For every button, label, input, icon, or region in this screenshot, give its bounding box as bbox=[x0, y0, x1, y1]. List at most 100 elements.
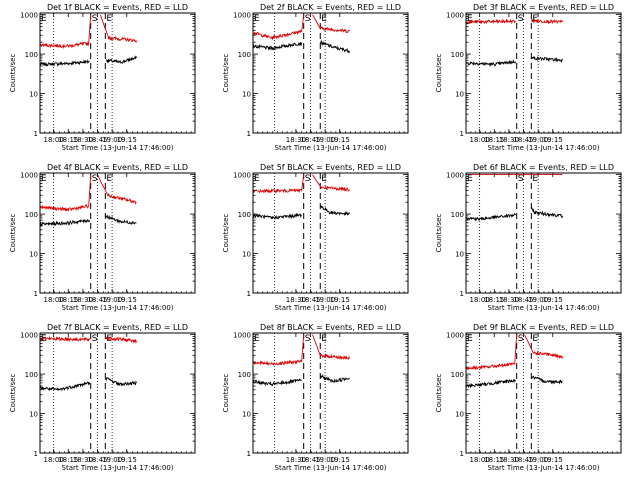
y-tick-label: 1000 bbox=[446, 172, 464, 180]
plot-frame bbox=[252, 12, 409, 134]
x-tick-label: 18:45 bbox=[513, 456, 533, 464]
start-marker-label: S bbox=[305, 334, 311, 344]
y-tick-label: 10 bbox=[455, 91, 464, 99]
x-axis-label: Start Time (13-Jun-14 17:46:00) bbox=[275, 464, 387, 472]
x-tick-label: 19:15 bbox=[117, 136, 137, 144]
x-tick-label: 18:30 bbox=[73, 296, 93, 304]
lld-series bbox=[253, 14, 305, 41]
x-tick-label: 18:45 bbox=[87, 296, 107, 304]
end-marker-label: E bbox=[532, 14, 538, 24]
y-tick-label: 1 bbox=[34, 290, 38, 298]
y-axis-label: Counts/sec bbox=[435, 214, 443, 253]
y-tick-label: 10 bbox=[242, 251, 251, 259]
x-tick-label: 18:45 bbox=[300, 296, 320, 304]
y-tick-label: 1 bbox=[34, 450, 38, 458]
lld-series bbox=[253, 334, 305, 366]
panel-title: Det 7f BLACK = Events, RED = LLD bbox=[47, 323, 188, 332]
y-tick-label: 100 bbox=[25, 51, 38, 59]
events-series bbox=[530, 205, 563, 219]
panel-title: Det 4f BLACK = Events, RED = LLD bbox=[47, 163, 188, 172]
events-series bbox=[105, 376, 137, 387]
x-tick-label: 19:00 bbox=[315, 296, 335, 304]
x-tick-label: 19:00 bbox=[102, 136, 122, 144]
y-tick-label: 1000 bbox=[446, 332, 464, 340]
x-axis-label: Start Time (13-Jun-14 17:46:00) bbox=[275, 304, 387, 312]
panel-title: Det 3f BLACK = Events, RED = LLD bbox=[473, 3, 614, 12]
left-marker-label: E bbox=[467, 334, 473, 344]
y-tick-label: 100 bbox=[451, 51, 464, 59]
x-tick-label: 19:00 bbox=[102, 456, 122, 464]
lld-series bbox=[312, 14, 350, 34]
x-tick-label: 18:45 bbox=[513, 136, 533, 144]
x-tick-label: 19:15 bbox=[330, 456, 350, 464]
plot-frame bbox=[465, 12, 622, 134]
plot-data bbox=[253, 174, 350, 221]
lld-series bbox=[40, 14, 92, 50]
x-tick-label: 18:30 bbox=[499, 136, 519, 144]
plot-data bbox=[40, 174, 137, 227]
x-axis-label: Start Time (13-Jun-14 17:46:00) bbox=[62, 304, 174, 312]
y-tick-label: 1000 bbox=[446, 12, 464, 20]
y-tick-label: 10 bbox=[29, 91, 38, 99]
y-tick-label: 1 bbox=[247, 130, 251, 138]
events-series bbox=[40, 381, 91, 392]
panel-title: Det 6f BLACK = Events, RED = LLD bbox=[473, 163, 614, 172]
events-series bbox=[253, 378, 302, 387]
plot-frame bbox=[39, 172, 196, 294]
end-marker-label: E bbox=[321, 334, 327, 344]
events-series bbox=[105, 55, 137, 64]
y-tick-label: 10 bbox=[455, 411, 464, 419]
plot-data bbox=[40, 335, 137, 392]
plot-data bbox=[466, 18, 563, 67]
y-tick-label: 1000 bbox=[20, 332, 38, 340]
left-marker-label: E bbox=[254, 334, 260, 344]
start-marker-label: S bbox=[518, 14, 524, 24]
x-tick-label: 18:45 bbox=[87, 456, 107, 464]
lld-series bbox=[466, 18, 516, 25]
x-tick-label: 18:30 bbox=[499, 296, 519, 304]
x-axis-label: Start Time (13-Jun-14 17:46:00) bbox=[488, 304, 600, 312]
x-tick-label: 19:00 bbox=[528, 296, 548, 304]
x-tick-label: 19:00 bbox=[528, 456, 548, 464]
x-axis-label: Start Time (13-Jun-14 17:46:00) bbox=[275, 144, 387, 152]
lld-series bbox=[40, 335, 91, 343]
left-marker-label: E bbox=[41, 334, 47, 344]
plot-data bbox=[40, 14, 137, 67]
events-series bbox=[105, 214, 137, 225]
plot-frame bbox=[252, 332, 409, 454]
x-axis-label: Start Time (13-Jun-14 17:46:00) bbox=[488, 464, 600, 472]
lld-series bbox=[105, 335, 137, 344]
events-series bbox=[530, 375, 563, 385]
plot-data bbox=[253, 334, 350, 387]
x-tick-label: 18:30 bbox=[286, 456, 306, 464]
y-tick-label: 100 bbox=[451, 211, 464, 219]
x-tick-label: 19:00 bbox=[528, 136, 548, 144]
y-tick-label: 10 bbox=[242, 411, 251, 419]
y-tick-label: 1 bbox=[247, 450, 251, 458]
y-tick-label: 10 bbox=[455, 251, 464, 259]
end-marker-label: E bbox=[532, 334, 538, 344]
start-marker-label: S bbox=[92, 174, 98, 184]
y-axis-label: Counts/sec bbox=[435, 54, 443, 93]
y-tick-label: 100 bbox=[25, 211, 38, 219]
x-tick-label: 18:30 bbox=[286, 136, 306, 144]
end-marker-label: E bbox=[532, 174, 538, 184]
y-axis-label: Counts/sec bbox=[222, 54, 230, 93]
lld-series bbox=[99, 14, 137, 44]
x-tick-label: 18:30 bbox=[286, 296, 306, 304]
x-tick-label: 18:30 bbox=[73, 136, 93, 144]
x-tick-label: 18:15 bbox=[484, 296, 504, 304]
events-series bbox=[319, 205, 350, 217]
start-marker-label: S bbox=[518, 174, 524, 184]
x-tick-label: 18:45 bbox=[513, 296, 533, 304]
events-series bbox=[319, 374, 350, 384]
x-tick-label: 18:30 bbox=[499, 456, 519, 464]
plot-data bbox=[253, 14, 350, 54]
plot-frame bbox=[465, 332, 622, 454]
start-marker-label: S bbox=[92, 334, 98, 344]
